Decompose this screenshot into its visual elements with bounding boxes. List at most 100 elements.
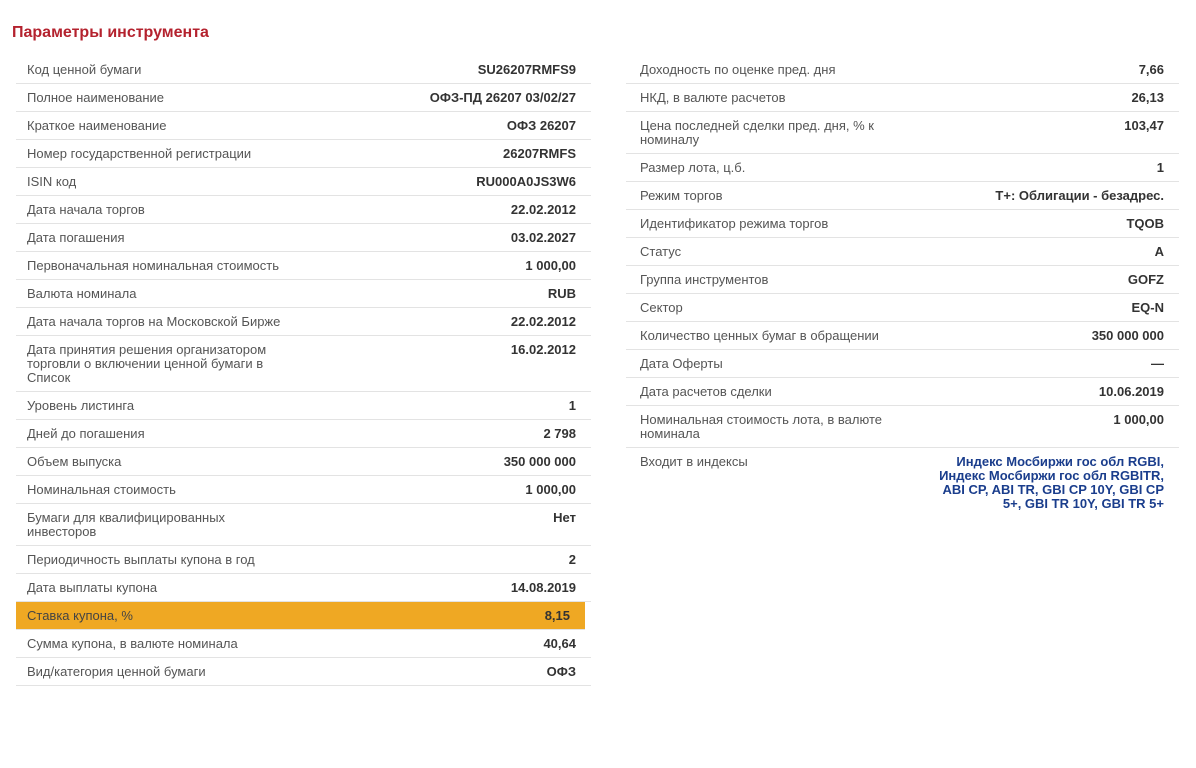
param-value: 350 000 000: [1091, 328, 1164, 343]
param-label: Бумаги для квалифицированных инвесторов: [27, 510, 226, 539]
param-label: Размер лота, ц.б.: [640, 160, 746, 175]
param-value: 26,13: [1131, 90, 1164, 105]
param-label: Код ценной бумаги: [27, 62, 142, 77]
page-title: Параметры инструмента: [12, 24, 209, 41]
param-value: ОФЗ 26207: [506, 118, 576, 133]
param-value: 14.08.2019: [510, 580, 576, 595]
param-value: 26207RMFS: [503, 146, 576, 161]
param-row-security-code: Код ценной бумаги SU26207RMFS9: [16, 56, 591, 84]
param-label: Количество ценных бумаг в обращении: [640, 328, 879, 343]
param-label: Доходность по оценке пред. дня: [640, 62, 836, 77]
param-value: 16.02.2012: [510, 342, 576, 357]
param-label: НКД, в валюте расчетов: [640, 90, 786, 105]
param-value: RUB: [547, 286, 576, 301]
param-value: 103,47: [1124, 118, 1164, 133]
param-value: ОФЗ-ПД 26207 03/02/27: [429, 90, 576, 105]
param-value: 2: [568, 552, 576, 567]
param-label: Краткое наименование: [27, 118, 167, 133]
param-value: TQOB: [1126, 216, 1164, 231]
param-row-days-to-maturity: Дней до погашения 2 798: [16, 420, 591, 448]
param-value: 7,66: [1138, 62, 1164, 77]
param-label: Статус: [640, 244, 682, 259]
param-label: Объем выпуска: [27, 454, 122, 469]
param-value: Т+: Облигации - безадрес.: [995, 188, 1164, 203]
param-row-initial-face-value: Первоначальная номинальная стоимость 1 00…: [16, 252, 591, 280]
param-row-lot-size: Размер лота, ц.б. 1: [626, 154, 1179, 182]
param-row-coupon-frequency: Периодичность выплаты купона в год 2: [16, 546, 591, 574]
param-label: Идентификатор режима торгов: [640, 216, 829, 231]
param-row-yield: Доходность по оценке пред. дня 7,66: [626, 56, 1179, 84]
param-value: GOFZ: [1127, 272, 1164, 287]
param-label: Режим торгов: [640, 188, 723, 203]
param-value: —: [1151, 356, 1164, 371]
param-value: 2 798: [543, 426, 576, 441]
param-value: 22.02.2012: [510, 202, 576, 217]
param-value: 1: [568, 398, 576, 413]
param-row-face-currency: Валюта номинала RUB: [16, 280, 591, 308]
param-row-issue-volume: Объем выпуска 350 000 000: [16, 448, 591, 476]
param-row-sector: Сектор EQ-N: [626, 294, 1179, 322]
param-row-trading-start: Дата начала торгов 22.02.2012: [16, 196, 591, 224]
params-table-left: Код ценной бумаги SU26207RMFS9 Полное наи…: [16, 56, 591, 686]
param-row-indices: Входит в индексы Индекс Мосбиржи гос обл …: [626, 448, 1179, 517]
param-label: ISIN код: [27, 174, 77, 189]
param-row-board-id: Идентификатор режима торгов TQOB: [626, 210, 1179, 238]
param-value: 40,64: [543, 636, 576, 651]
param-value: SU26207RMFS9: [477, 62, 576, 77]
param-row-registration-number: Номер государственной регистрации 26207RM…: [16, 140, 591, 168]
param-value: А: [1154, 244, 1164, 259]
param-label: Дата выплаты купона: [27, 580, 158, 595]
param-row-settlement-date: Дата расчетов сделки 10.06.2019: [626, 378, 1179, 406]
param-label: Вид/категория ценной бумаги: [27, 664, 206, 679]
param-row-status: Статус А: [626, 238, 1179, 266]
param-label: Ставка купона, %: [27, 608, 133, 623]
indices-link[interactable]: Индекс Мосбиржи гос обл RGBI, Индекс Мос…: [939, 454, 1164, 511]
param-row-offer-date: Дата Оферты —: [626, 350, 1179, 378]
param-row-maturity-date: Дата погашения 03.02.2027: [16, 224, 591, 252]
param-value: 8,15: [544, 608, 570, 623]
param-label: Периодичность выплаты купона в год: [27, 552, 255, 567]
param-row-trading-mode: Режим торгов Т+: Облигации - безадрес.: [626, 182, 1179, 210]
param-value: 1: [1156, 160, 1164, 175]
param-value: 10.06.2019: [1098, 384, 1164, 399]
param-row-listing-level: Уровень листинга 1: [16, 392, 591, 420]
param-row-security-type: Вид/категория ценной бумаги ОФЗ: [16, 658, 591, 686]
param-row-last-price: Цена последней сделки пред. дня, % к ном…: [626, 112, 1179, 154]
param-label: Группа инструментов: [640, 272, 769, 287]
param-value: ОФЗ: [546, 664, 576, 679]
param-value: EQ-N: [1131, 300, 1165, 315]
param-label: Дней до погашения: [27, 426, 145, 441]
param-label: Дата начала торгов на Московской Бирже: [27, 314, 281, 329]
param-value: 1 000,00: [1113, 412, 1164, 427]
param-label: Дата Оферты: [640, 356, 723, 371]
param-row-coupon-date: Дата выплаты купона 14.08.2019: [16, 574, 591, 602]
param-label: Полное наименование: [27, 90, 165, 105]
param-label: Номинальная стоимость лота, в валюте ном…: [640, 412, 882, 441]
param-value: 03.02.2027: [510, 230, 576, 245]
param-row-outstanding-quantity: Количество ценных бумаг в обращении 350 0…: [626, 322, 1179, 350]
param-label: Дата принятия решения организатором торг…: [27, 342, 267, 385]
param-row-face-value: Номинальная стоимость 1 000,00: [16, 476, 591, 504]
param-label: Сектор: [640, 300, 683, 315]
param-row-lot-face-value: Номинальная стоимость лота, в валюте ном…: [626, 406, 1179, 448]
params-table-right: Доходность по оценке пред. дня 7,66 НКД, …: [626, 56, 1179, 517]
param-row-qualified-investors: Бумаги для квалифицированных инвесторов Н…: [16, 504, 591, 546]
param-row-short-name: Краткое наименование ОФЗ 26207: [16, 112, 591, 140]
param-row-accrued-interest: НКД, в валюте расчетов 26,13: [626, 84, 1179, 112]
param-label: Входит в индексы: [640, 454, 748, 469]
param-label: Номер государственной регистрации: [27, 146, 252, 161]
param-label: Дата расчетов сделки: [640, 384, 772, 399]
param-row-coupon-amount: Сумма купона, в валюте номинала 40,64: [16, 630, 591, 658]
param-value: 22.02.2012: [510, 314, 576, 329]
param-row-coupon-rate: Ставка купона, % 8,15: [16, 602, 585, 630]
param-row-instrument-group: Группа инструментов GOFZ: [626, 266, 1179, 294]
param-label: Дата начала торгов: [27, 202, 145, 217]
param-label: Первоначальная номинальная стоимость: [27, 258, 279, 273]
param-value: 350 000 000: [503, 454, 576, 469]
param-label: Уровень листинга: [27, 398, 135, 413]
param-row-isin: ISIN код RU000A0JS3W6: [16, 168, 591, 196]
param-value: 1 000,00: [525, 482, 576, 497]
param-value: Нет: [553, 510, 576, 525]
param-row-moex-trading-start: Дата начала торгов на Московской Бирже 22…: [16, 308, 591, 336]
param-value: RU000A0JS3W6: [476, 174, 576, 189]
